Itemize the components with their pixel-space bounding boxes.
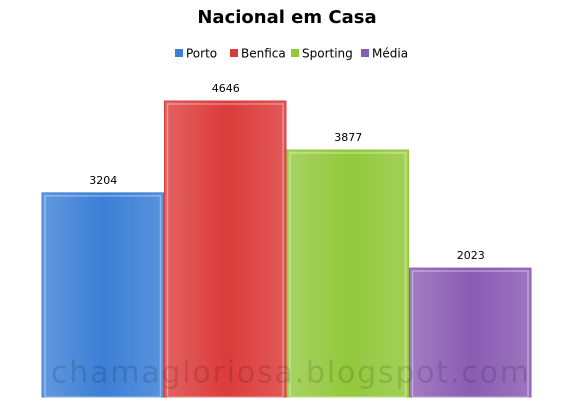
data-label: 4646: [212, 82, 240, 95]
bar: [286, 149, 409, 398]
bar: [409, 267, 532, 398]
legend-swatch: [230, 49, 238, 57]
legend-label: Porto: [186, 47, 217, 61]
legend-label: Sporting: [302, 47, 353, 61]
chart-title: Nacional em Casa: [197, 7, 376, 28]
legend-swatch: [291, 49, 299, 57]
legend-swatch: [361, 49, 369, 57]
data-label: 3204: [89, 174, 117, 187]
bar-bevel: [44, 195, 162, 398]
legend-label: Benfica: [241, 47, 286, 61]
watermark: chamagloriosa.blogspot.com: [51, 356, 529, 391]
legend-swatch: [175, 49, 183, 57]
legend-label: Média: [372, 47, 408, 61]
plot: Porto 3204 Benfica 4646 Sporting 3877 Média 202…: [41, 47, 532, 398]
data-label: 3877: [334, 131, 362, 144]
bar-bevel: [411, 270, 529, 398]
bar: [164, 100, 287, 398]
bar-bevel: [166, 103, 284, 398]
bar: [41, 192, 164, 398]
data-label: 2023: [457, 249, 485, 262]
bar-bevel: [289, 152, 407, 398]
